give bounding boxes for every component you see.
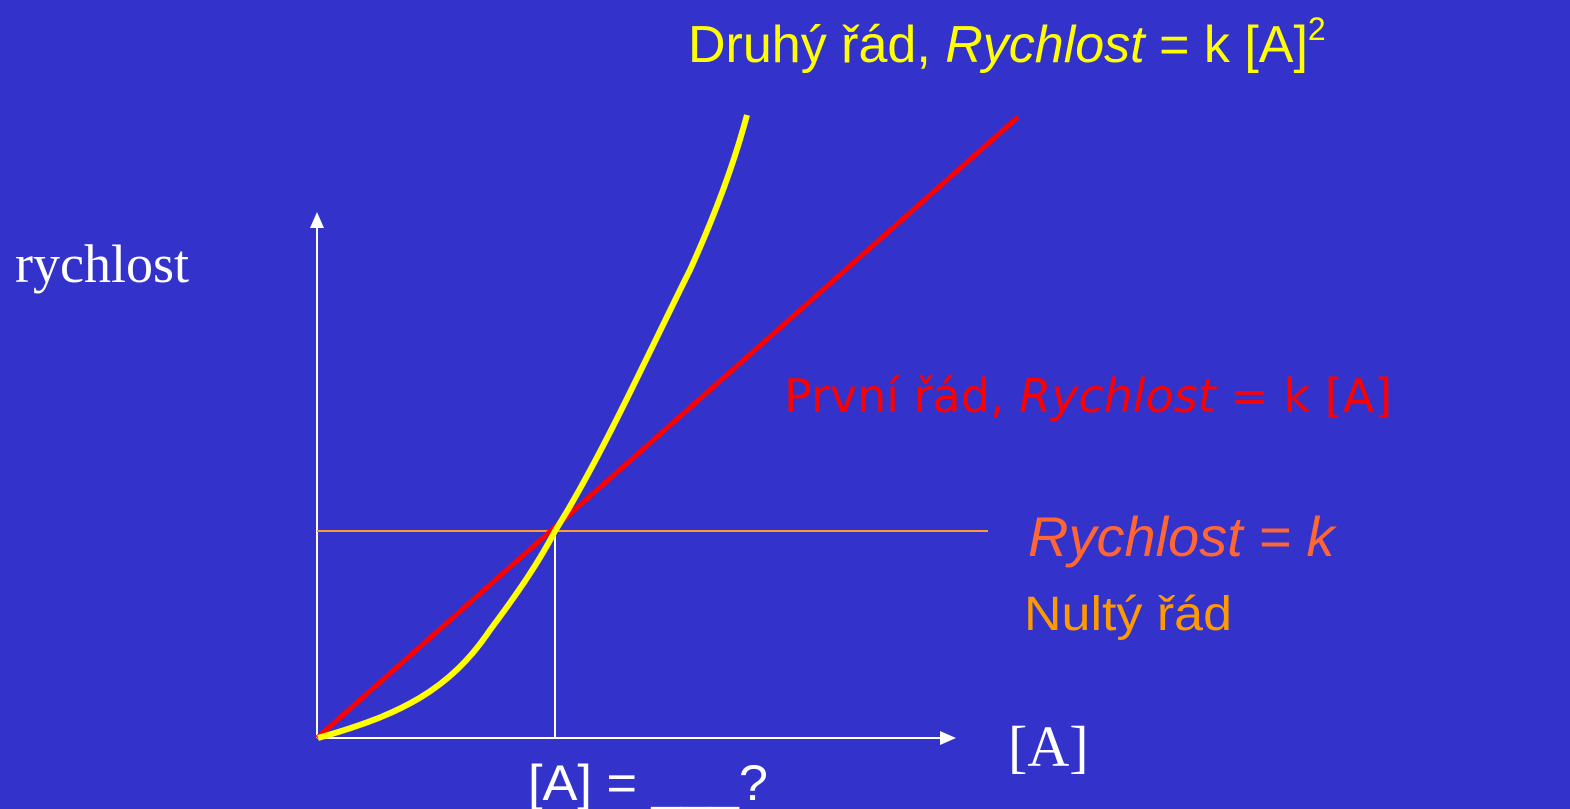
y-axis-arrow — [310, 212, 324, 228]
label-exponent: 2 — [1308, 11, 1326, 47]
first-order-line — [315, 115, 1020, 740]
second-order-curve — [317, 114, 750, 741]
question: [A] = ___? — [528, 755, 768, 809]
label-prefix: První řád, — [784, 369, 1019, 423]
second-order-label: Druhý řád, Rychlost = k [A]2 — [688, 11, 1326, 74]
x-axis-label: [A] — [1008, 714, 1089, 779]
label-equation: = k [A] — [1216, 369, 1392, 423]
label-variable: Rychlost — [1019, 369, 1218, 423]
zero-order-name: Nultý řád — [1024, 588, 1232, 641]
x-axis-arrow — [940, 731, 956, 745]
zero-order-equation: Rychlost = k — [1028, 505, 1338, 568]
label-equation: = k [A] — [1145, 16, 1308, 74]
y-axis-label: rychlost — [15, 234, 189, 294]
first-order-label: První řád, Rychlost = k [A] — [784, 369, 1392, 423]
label-variable: Rychlost — [945, 16, 1147, 74]
label-prefix: Druhý řád, — [688, 16, 945, 74]
